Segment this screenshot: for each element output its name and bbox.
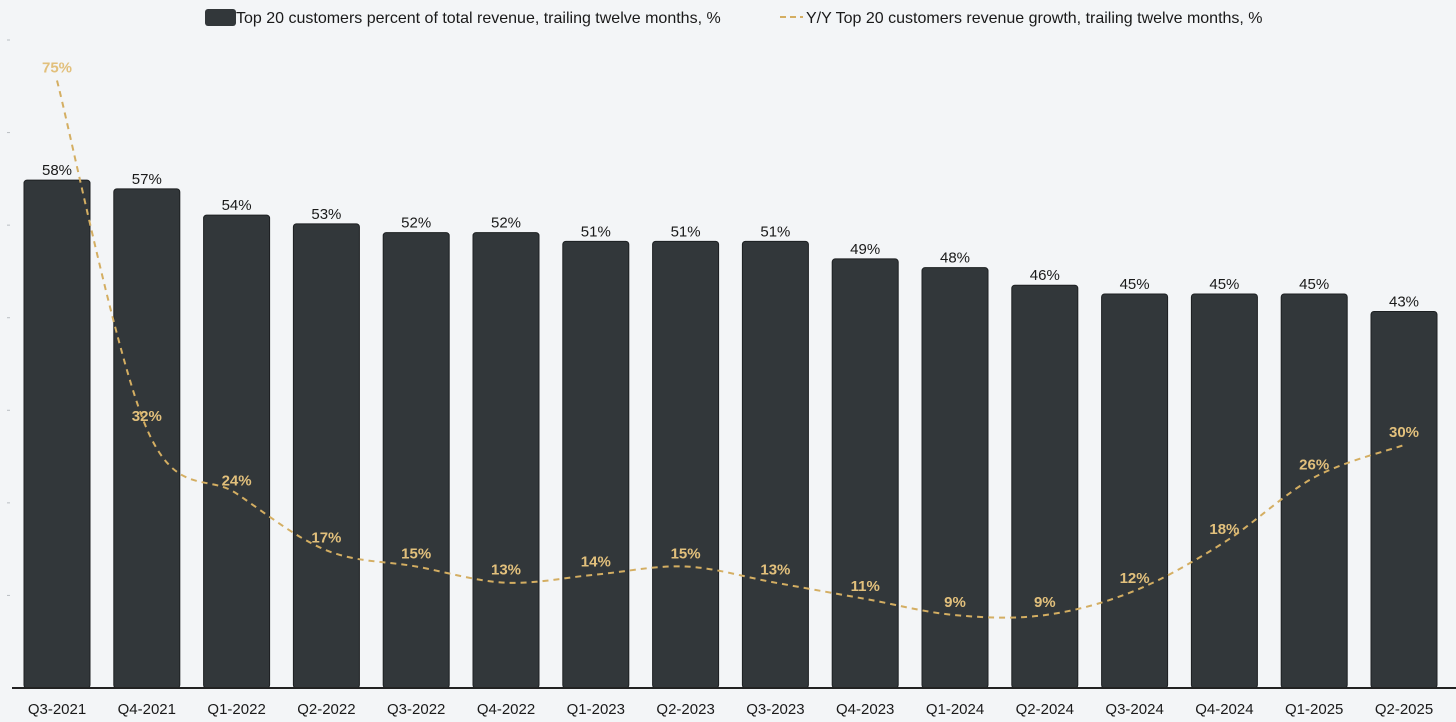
bar-value-label: 52% xyxy=(401,215,431,232)
bar-value-label: 53% xyxy=(311,206,341,223)
bar-value-label: 49% xyxy=(850,241,880,258)
x-tick-label: Q2-2023 xyxy=(656,701,714,718)
growth-line xyxy=(56,80,1405,619)
bar xyxy=(292,223,360,689)
bar xyxy=(741,240,809,689)
x-tick-label: Q4-2024 xyxy=(1195,701,1253,718)
bar xyxy=(1280,293,1348,689)
bar xyxy=(472,232,540,689)
bar-value-label: 45% xyxy=(1299,276,1329,293)
line-value-label: 11% xyxy=(851,578,880,595)
x-tick-label: Q3-2023 xyxy=(746,701,804,718)
line-value-label: 15% xyxy=(401,546,431,563)
bar xyxy=(1011,284,1079,689)
bar-value-label: 58% xyxy=(42,162,72,179)
bar-value-label: 45% xyxy=(1120,276,1150,293)
bar xyxy=(921,267,989,689)
x-tick-label: Q4-2022 xyxy=(477,701,535,718)
legend-bar-label: Top 20 customers percent of total revenu… xyxy=(236,10,721,27)
line-value-label: 24% xyxy=(222,473,252,490)
line-value-label: 32% xyxy=(132,408,162,425)
x-tick-label: Q2-2025 xyxy=(1375,701,1433,718)
line-value-label: 9% xyxy=(1034,594,1056,611)
bar xyxy=(652,240,720,689)
x-tick-label: Q1-2022 xyxy=(207,701,265,718)
x-axis-tick-labels: Q3-2021 Q4-2021 Q1-2022 Q2-2022 Q3-2022 Q4-20… xyxy=(28,701,1433,718)
bar xyxy=(1370,310,1438,689)
bar xyxy=(203,214,271,689)
x-tick-label: Q1-2024 xyxy=(926,701,984,718)
bar-value-label: 45% xyxy=(1209,276,1239,293)
x-tick-label: Q1-2023 xyxy=(567,701,625,718)
legend-line-label: Y/Y Top 20 customers revenue growth, tra… xyxy=(806,10,1263,27)
x-tick-label: Q3-2021 xyxy=(28,701,86,718)
line-value-label: 14% xyxy=(581,554,611,571)
bar xyxy=(1101,293,1169,689)
bar-value-label: 48% xyxy=(940,250,970,267)
bar-value-label: 46% xyxy=(1030,267,1060,284)
bar-value-label: 51% xyxy=(581,223,611,240)
bar xyxy=(562,240,630,689)
bar xyxy=(382,232,450,689)
bar-value-label: 43% xyxy=(1389,293,1419,310)
bar xyxy=(23,179,91,689)
x-tick-label: Q3-2024 xyxy=(1105,701,1163,718)
bar xyxy=(113,188,181,689)
line-value-label: 18% xyxy=(1209,521,1239,538)
bar-value-label: 51% xyxy=(671,223,701,240)
bar-value-label: 57% xyxy=(132,171,162,188)
x-tick-label: Q2-2022 xyxy=(297,701,355,718)
bar-value-label: 52% xyxy=(491,215,521,232)
line-value-label: 17% xyxy=(311,529,341,546)
bar-value-label: 54% xyxy=(222,197,252,214)
bars-group xyxy=(23,179,1438,689)
line-value-label: 12% xyxy=(1120,570,1150,587)
line-value-label: 13% xyxy=(760,562,790,579)
line-value-label: 26% xyxy=(1299,456,1329,473)
line-labels-group: 75% 32% 24% 17% 15% 13% 14% 15% 13% 11% 9% 9% 12% 18%… xyxy=(42,60,1419,612)
bar-value-label: 51% xyxy=(760,223,790,240)
bar xyxy=(831,258,899,689)
bar xyxy=(1190,293,1258,689)
y-axis-ticks xyxy=(7,39,10,596)
x-tick-label: Q4-2023 xyxy=(836,701,894,718)
line-value-label: 15% xyxy=(671,546,701,563)
line-value-label: 13% xyxy=(491,562,521,579)
x-tick-label: Q3-2022 xyxy=(387,701,445,718)
x-tick-label: Q1-2025 xyxy=(1285,701,1343,718)
line-value-label: 30% xyxy=(1389,424,1419,441)
line-value-label: 75% xyxy=(42,60,72,77)
x-tick-label: Q4-2021 xyxy=(118,701,176,718)
x-tick-label: Q2-2024 xyxy=(1016,701,1074,718)
legend-bar-swatch xyxy=(205,9,236,26)
bar-labels-group: 58% 57% 54% 53% 52% 52% 51% 51% 51% 49% 48% 46% 45% 4… xyxy=(42,162,1419,310)
line-value-label: 9% xyxy=(944,594,966,611)
legend: Top 20 customers percent of total revenu… xyxy=(205,9,1263,27)
